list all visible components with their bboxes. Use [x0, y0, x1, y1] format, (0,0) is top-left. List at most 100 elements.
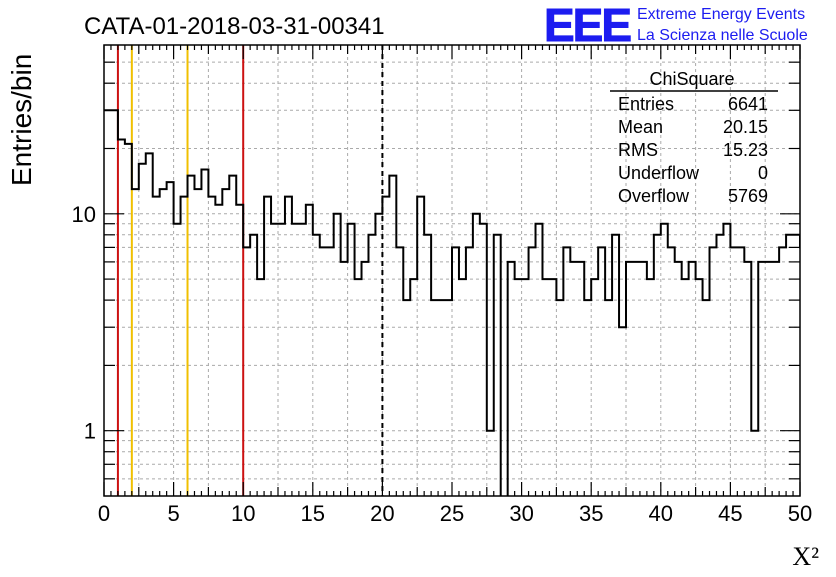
histogram-bin	[167, 182, 174, 506]
histogram-bin	[417, 197, 424, 506]
histogram-bin	[716, 235, 723, 506]
histogram-bin	[452, 247, 459, 506]
histogram-bin	[278, 224, 285, 506]
histogram-bin	[139, 164, 146, 506]
histogram-line	[104, 109, 800, 496]
histogram-bin	[111, 110, 118, 506]
x-tick-label: 10	[231, 501, 255, 526]
stats-title: ChiSquare	[649, 69, 734, 89]
histogram-bin	[494, 235, 501, 506]
histogram-bin	[675, 262, 682, 506]
histogram-bin	[800, 247, 807, 506]
histogram-bin	[174, 224, 181, 506]
reference-lines	[116, 45, 384, 496]
histogram-bin	[132, 189, 139, 506]
x-tick-label: 0	[98, 501, 110, 526]
histogram-bin	[828, 300, 835, 506]
histogram-bin	[772, 262, 779, 506]
histogram-bin	[243, 247, 250, 506]
stats-row-label: Entries	[618, 94, 674, 114]
histogram-bin	[403, 300, 410, 506]
histogram-bin	[612, 235, 619, 506]
histogram-bin	[250, 235, 257, 506]
histogram-bin	[153, 197, 160, 506]
stats-row-label: Mean	[618, 117, 663, 137]
histogram-bin	[215, 205, 222, 506]
y-axis-label: Entries/bin	[6, 54, 37, 186]
y-tick-label: 1	[84, 419, 96, 444]
histogram-bin	[424, 235, 431, 506]
histogram-bin	[751, 431, 758, 506]
histogram-bin	[563, 247, 570, 506]
histogram-bin	[501, 501, 508, 506]
histogram-bin	[814, 300, 821, 506]
histogram-bin	[626, 262, 633, 506]
histogram-bin	[584, 300, 591, 506]
histogram-bin	[556, 300, 563, 506]
histogram-bin	[647, 279, 654, 506]
eee-logo-mark: EEE	[544, 0, 630, 51]
x-tick-label: 40	[649, 501, 673, 526]
histogram-bin	[222, 189, 229, 506]
x-tick-label: 20	[370, 501, 394, 526]
histogram-bin	[515, 279, 522, 506]
histogram-bin	[549, 279, 556, 506]
histogram-bin	[396, 247, 403, 506]
histogram-bin	[737, 247, 744, 506]
histogram-bin	[633, 262, 640, 506]
y-tick-label: 10	[72, 202, 96, 227]
histogram-bin	[257, 279, 264, 506]
x-axis-label: X²	[792, 542, 819, 571]
chart-title: CATA-01-2018-03-31-00341	[84, 13, 385, 40]
histogram-bin	[654, 235, 661, 506]
stats-row-value: 6641	[728, 94, 768, 114]
histogram-bin	[313, 235, 320, 506]
histogram-bin	[201, 170, 208, 506]
logo-line-2: La Scienza nelle Scuole	[637, 27, 808, 44]
histogram-bin	[640, 262, 647, 506]
histogram-bin	[355, 279, 362, 506]
histogram-bin	[181, 197, 188, 506]
stats-row-label: RMS	[618, 140, 658, 160]
histogram-bin	[689, 262, 696, 506]
histogram-bin	[591, 279, 598, 506]
histogram-bin	[410, 279, 417, 506]
histogram-bin	[194, 189, 201, 506]
histogram-bin	[703, 300, 710, 506]
histogram-bin	[661, 224, 668, 506]
histogram-bin	[389, 176, 396, 506]
histogram-bin	[320, 247, 327, 506]
histogram-bin	[821, 235, 828, 506]
histogram-bin	[529, 247, 536, 506]
histogram-bin	[473, 214, 480, 506]
histogram-bin	[292, 224, 299, 506]
histogram-series	[104, 109, 835, 506]
histogram-bin	[744, 262, 751, 506]
logo-line-1: Extreme Energy Events	[637, 6, 805, 23]
stats-row-label: Overflow	[618, 186, 690, 206]
histogram-bin	[431, 300, 438, 506]
histogram-bin	[285, 197, 292, 506]
histogram-bin	[208, 197, 215, 506]
histogram-bin	[730, 247, 737, 506]
x-tick-label: 25	[440, 501, 464, 526]
histogram-bin	[807, 279, 814, 506]
stats-row-value: 20.15	[723, 117, 768, 137]
histogram-bin	[723, 224, 730, 506]
histogram-bin	[104, 110, 111, 506]
histogram-bin	[758, 262, 765, 506]
x-axis: 0 5 10 15 20 25 30 35 40 45 50	[98, 45, 812, 526]
histogram-bin	[299, 224, 306, 506]
histogram-bin	[368, 235, 375, 506]
histogram-bin	[793, 235, 800, 506]
histogram-bin	[118, 140, 125, 506]
histogram-bin	[668, 247, 675, 506]
histogram-bin	[710, 247, 717, 506]
histogram-bin	[508, 262, 515, 506]
histogram-bin	[696, 279, 703, 506]
histogram-bin	[445, 300, 452, 506]
histogram-bin	[327, 247, 334, 506]
eee-logo: EEE Extreme Energy Events La Scienza nel…	[544, 0, 808, 52]
histogram-bin	[480, 224, 487, 506]
histogram-bin	[146, 153, 153, 506]
